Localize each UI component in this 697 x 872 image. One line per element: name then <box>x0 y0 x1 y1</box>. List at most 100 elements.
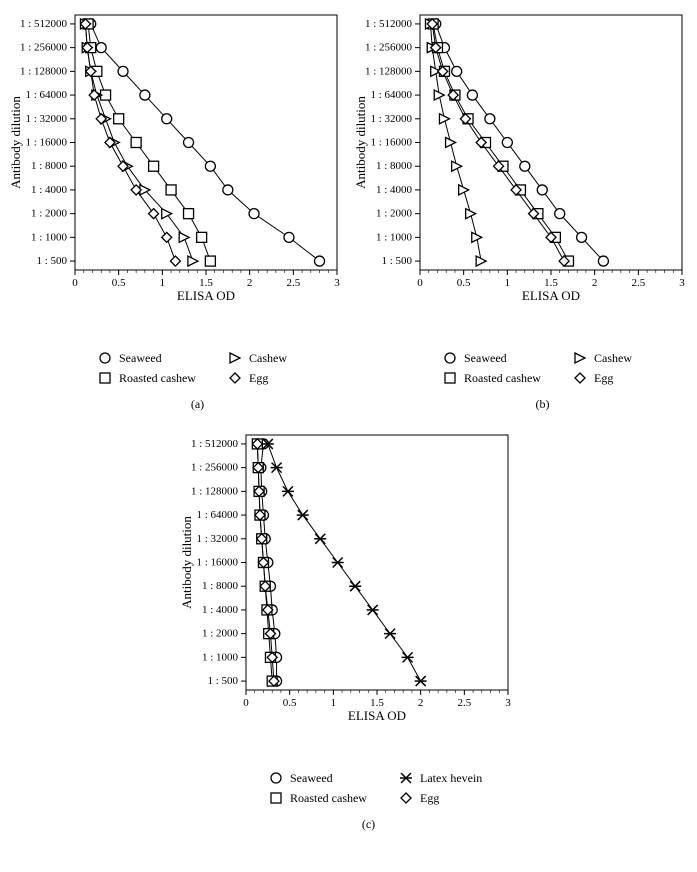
y-tick-label: 1 : 128000 <box>191 485 239 497</box>
panel-label: (c) <box>362 817 375 831</box>
x-tick-label: 0 <box>72 277 78 289</box>
x-tick-label: 3 <box>334 277 340 289</box>
data-marker <box>282 486 294 496</box>
y-tick-label: 1 : 128000 <box>20 65 68 77</box>
data-marker <box>472 232 482 242</box>
y-tick-label: 1 : 16000 <box>370 137 412 149</box>
legend-label: Cashew <box>249 351 287 365</box>
data-marker <box>367 605 379 615</box>
data-marker <box>452 161 462 171</box>
data-marker <box>415 676 427 686</box>
y-tick-label: 1 : 2000 <box>376 208 413 220</box>
y-tick-label: 1 : 512000 <box>20 18 68 30</box>
y-tick-label: 1 : 256000 <box>365 42 413 54</box>
x-tick-label: 1 <box>160 277 166 289</box>
y-axis-label: Antibody dilution <box>8 96 23 189</box>
legend-marker <box>100 373 110 383</box>
data-marker <box>466 209 476 219</box>
y-tick-label: 1 : 512000 <box>191 438 239 450</box>
y-tick-label: 1 : 32000 <box>196 533 238 545</box>
y-tick-label: 1 : 8000 <box>376 160 413 172</box>
data-marker <box>114 114 124 124</box>
y-tick-label: 1 : 2000 <box>31 208 68 220</box>
y-tick-label: 1 : 256000 <box>20 42 68 54</box>
data-marker <box>297 510 309 520</box>
x-tick-label: 1 <box>505 277 511 289</box>
x-tick-label: 1 <box>331 697 337 709</box>
data-marker <box>502 138 512 148</box>
y-axis-label: Antibody dilution <box>179 516 194 609</box>
data-marker <box>332 558 344 568</box>
data-marker <box>315 256 325 266</box>
data-marker <box>537 185 547 195</box>
x-tick-label: 3 <box>505 697 511 709</box>
y-tick-label: 1 : 16000 <box>25 137 67 149</box>
data-marker <box>520 161 530 171</box>
y-tick-label: 1 : 1000 <box>202 651 239 663</box>
y-axis-label: Antibody dilution <box>353 96 368 189</box>
data-marker <box>223 185 233 195</box>
y-tick-label: 1 : 8000 <box>202 580 239 592</box>
data-marker <box>349 581 361 591</box>
legend-label: Egg <box>594 371 613 385</box>
data-marker <box>314 534 326 544</box>
legend-label: Roasted cashew <box>464 371 541 385</box>
y-tick-label: 1 : 4000 <box>376 184 413 196</box>
x-axis-label: ELISA OD <box>522 288 580 303</box>
x-tick-label: 2.5 <box>457 697 471 709</box>
data-marker <box>476 256 486 266</box>
legend-marker <box>271 793 281 803</box>
y-tick-label: 1 : 128000 <box>365 65 413 77</box>
data-marker <box>162 232 172 242</box>
legend-marker <box>575 353 585 363</box>
legend-marker <box>100 353 110 363</box>
data-marker <box>249 209 259 219</box>
data-marker <box>170 256 180 266</box>
data-marker <box>179 232 189 242</box>
x-tick-label: 0.5 <box>283 697 297 709</box>
legend-marker <box>401 793 411 803</box>
data-marker <box>205 161 215 171</box>
data-marker <box>271 463 283 473</box>
legend-label: Roasted cashew <box>290 791 367 805</box>
charts-svg: 00.511.522.53ELISA OD1 : 5001 : 10001 : … <box>0 0 697 867</box>
x-axis-label: ELISA OD <box>177 288 235 303</box>
x-tick-label: 0.5 <box>112 277 126 289</box>
y-tick-label: 1 : 16000 <box>196 557 238 569</box>
legend-label: Seaweed <box>119 351 162 365</box>
data-marker <box>439 114 449 124</box>
y-tick-label: 1 : 32000 <box>25 113 67 125</box>
data-marker <box>184 209 194 219</box>
legend-marker <box>400 773 412 783</box>
y-tick-label: 1 : 1000 <box>376 231 413 243</box>
data-marker <box>402 652 414 662</box>
legend-label: Egg <box>420 791 439 805</box>
x-axis-label: ELISA OD <box>348 708 406 723</box>
legend-marker <box>230 353 240 363</box>
y-tick-label: 1 : 512000 <box>365 18 413 30</box>
data-marker <box>284 232 294 242</box>
x-tick-label: 2 <box>418 697 424 709</box>
data-marker <box>446 138 456 148</box>
data-marker <box>485 114 495 124</box>
panel-label: (a) <box>191 397 204 411</box>
data-marker <box>96 43 106 53</box>
legend-label: Latex hevein <box>420 771 482 785</box>
data-marker <box>577 232 587 242</box>
data-marker <box>555 209 565 219</box>
data-marker <box>384 629 396 639</box>
x-tick-label: 2.5 <box>286 277 300 289</box>
legend-marker <box>271 773 281 783</box>
data-marker <box>162 209 172 219</box>
data-marker <box>162 114 172 124</box>
y-tick-label: 1 : 32000 <box>370 113 412 125</box>
data-marker <box>140 90 150 100</box>
data-marker <box>184 138 194 148</box>
y-tick-label: 1 : 2000 <box>202 628 239 640</box>
y-tick-label: 1 : 64000 <box>370 89 412 101</box>
panel-label: (b) <box>536 397 550 411</box>
x-tick-label: 2 <box>592 277 598 289</box>
data-marker <box>459 185 469 195</box>
x-tick-label: 2.5 <box>631 277 645 289</box>
data-marker <box>166 185 176 195</box>
